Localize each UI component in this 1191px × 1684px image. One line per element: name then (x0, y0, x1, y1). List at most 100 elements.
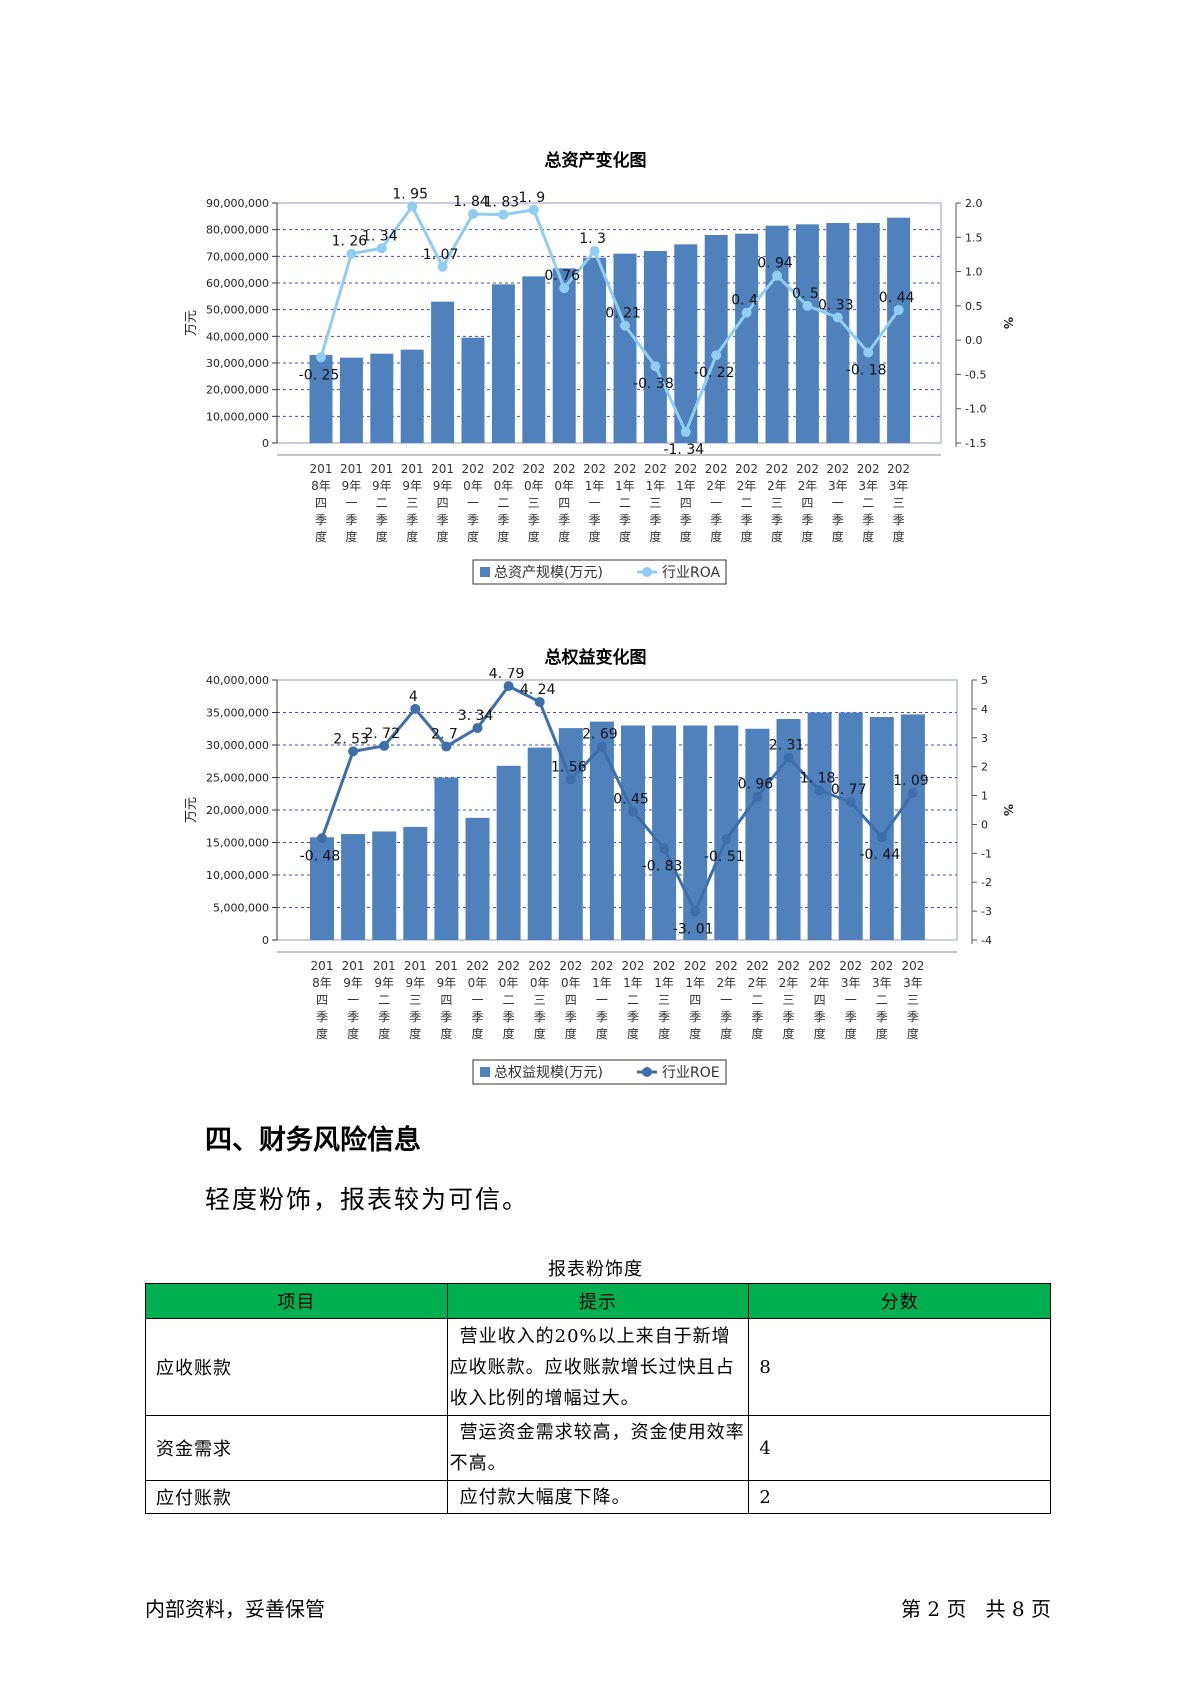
row-hint: 营业收入的20%以上来自于新增应收账款。应收账款增长过快且占收入比例的增幅过大。 (446, 1318, 750, 1416)
y-tick-label: 10,000,000 (206, 869, 269, 882)
series-point (628, 806, 638, 817)
bar (431, 301, 455, 443)
x-tick-label: 202 (466, 959, 489, 973)
table-header-row: 项目 提示 分数 (145, 1283, 1051, 1319)
x-tick-label: 季 (627, 1010, 639, 1024)
data-label: 1. 83 (484, 195, 520, 211)
x-tick-label: 度 (440, 1026, 452, 1041)
y-tick-label: 0 (262, 437, 269, 450)
x-tick-label: 季 (814, 1010, 826, 1024)
x-tick-label: 季 (409, 1010, 421, 1024)
row-item: 应收账款 (145, 1318, 448, 1416)
data-label: 1. 56 (551, 759, 587, 775)
series-point (316, 352, 326, 363)
chart-title-total-assets: 总资产变化图 (544, 151, 647, 171)
x-tick-label: 季 (801, 513, 813, 527)
x-tick-label: 三 (406, 496, 418, 510)
x-tick-label: 202 (528, 959, 551, 973)
series-point (752, 791, 763, 802)
x-tick-label: 202 (901, 959, 924, 973)
x-tick-label: 度 (406, 529, 418, 544)
y2-tick-label: 1.5 (965, 231, 983, 244)
x-tick-label: 202 (462, 462, 485, 476)
x-tick-label: 202 (746, 959, 769, 973)
x-tick-label: 季 (471, 1010, 483, 1024)
x-tick-label: 一 (596, 993, 608, 1007)
x-tick-label: 202 (870, 959, 893, 973)
series-point (814, 785, 825, 796)
x-tick-label: 202 (705, 462, 728, 476)
bar (496, 765, 521, 940)
series-point (802, 300, 813, 311)
y2-tick-label: 1.0 (965, 266, 983, 279)
series-point (845, 797, 856, 808)
data-label: -0. 44 (859, 847, 900, 863)
x-tick-label: 2年 (779, 976, 799, 990)
x-tick-label: 季 (406, 513, 418, 527)
legend-label-line: 行业ROA (662, 565, 721, 581)
risk-summary: 轻度粉饰，报表较为可信。 (205, 1185, 530, 1214)
x-tick-label: 二 (497, 496, 509, 510)
x-tick-label: 9年 (372, 479, 392, 493)
data-label: 0. 21 (605, 306, 641, 322)
x-tick-label: 四 (558, 496, 570, 510)
x-tick-label: 9年 (433, 479, 453, 493)
x-tick-label: 一 (471, 993, 483, 1007)
bar (838, 712, 863, 940)
data-label: -0. 51 (704, 849, 745, 865)
series-point (690, 906, 701, 917)
x-tick-label: 201 (340, 462, 363, 476)
y-tick-label: 30,000,000 (206, 739, 269, 752)
x-tick-label: 度 (596, 1026, 608, 1041)
x-tick-label: 二 (741, 496, 753, 510)
x-tick-label: 一 (832, 496, 844, 510)
series-point (376, 243, 387, 254)
x-tick-label: 一 (589, 496, 601, 510)
x-tick-label: 度 (378, 1026, 390, 1041)
x-tick-label: 2年 (716, 976, 736, 990)
row-item: 资金需求 (145, 1415, 448, 1481)
x-tick-label: 度 (658, 1026, 670, 1041)
series-point (379, 740, 390, 751)
x-tick-label: 度 (680, 529, 692, 544)
y2-tick-label: -4 (981, 934, 992, 947)
data-label: 2. 53 (333, 731, 369, 747)
series-point (441, 741, 452, 752)
y-tick-label: 40,000,000 (206, 330, 269, 343)
x-tick-label: 0年 (494, 479, 514, 493)
x-tick-label: 二 (378, 993, 390, 1007)
bar (826, 223, 850, 443)
x-tick-label: 201 (435, 959, 458, 973)
x-tick-label: 度 (801, 529, 813, 544)
x-tick-label: 度 (345, 529, 357, 544)
x-tick-label: 度 (782, 1026, 794, 1041)
series-point (680, 427, 691, 438)
x-tick-label: 二 (503, 993, 515, 1007)
data-label: 1. 26 (332, 234, 368, 250)
y2-tick-label: 5 (981, 674, 988, 687)
x-tick-label: 度 (409, 1026, 421, 1041)
x-tick-label: 季 (596, 1010, 608, 1024)
x-tick-label: 201 (373, 959, 396, 973)
y2-tick-label: 0 (981, 818, 988, 831)
x-tick-label: 9年 (374, 976, 394, 990)
x-tick-label: 季 (534, 1010, 546, 1024)
bar (735, 233, 759, 443)
x-tick-label: 季 (619, 513, 631, 527)
x-tick-label: 季 (876, 1010, 888, 1024)
x-tick-label: 季 (907, 1010, 919, 1024)
x-tick-label: 度 (619, 529, 631, 544)
legend-swatch-bar (480, 1067, 490, 1077)
x-tick-label: 1年 (646, 479, 666, 493)
x-tick-label: 三 (893, 496, 905, 510)
x-tick-label: 1年 (654, 976, 674, 990)
series-point (772, 270, 782, 281)
x-tick-label: 四 (689, 993, 701, 1007)
x-tick-label: 度 (649, 529, 661, 544)
x-tick-label: 度 (558, 529, 570, 544)
legend-swatch-marker (642, 1067, 652, 1077)
series-line (320, 684, 915, 915)
data-label: 2. 7 (431, 726, 458, 742)
y2-tick-label: 2 (981, 761, 988, 774)
x-tick-label: 0年 (530, 976, 550, 990)
